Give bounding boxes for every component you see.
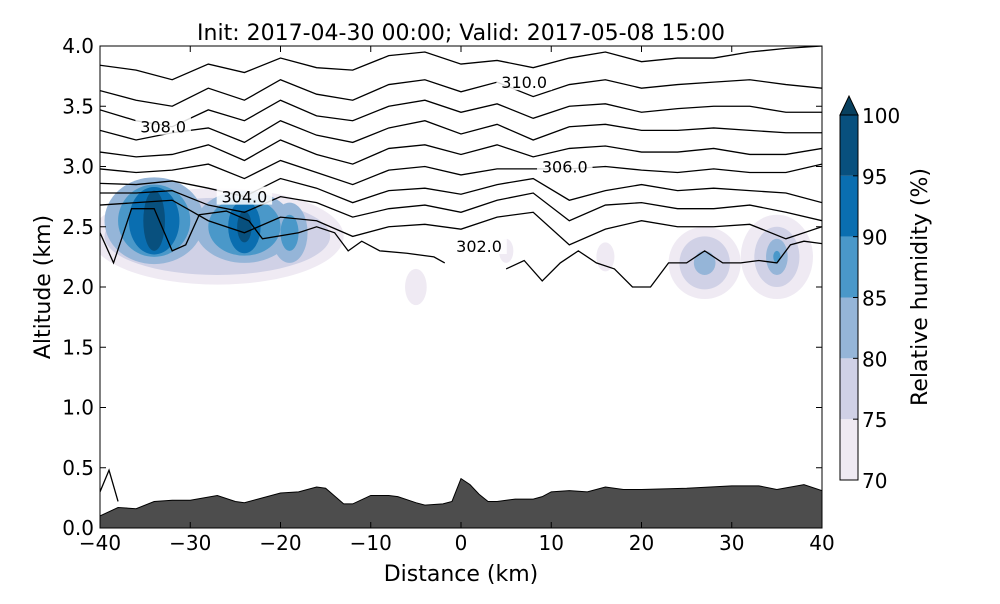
y-axis-ticks: 0.0 0.5 1.0 1.5 2.0 2.5 3.0 3.5 4.0 [62, 34, 822, 540]
rh-region-85 [280, 214, 299, 251]
terrain [100, 477, 822, 528]
y-tick-label: 2.5 [62, 215, 94, 239]
colorbar-segment-70 [840, 419, 858, 480]
contour-label-bg [135, 116, 191, 135]
y-axis-label: Altitude (km) [31, 215, 56, 359]
colorbar-tick-label: 85 [862, 287, 887, 311]
x-tick-label: 40 [809, 531, 834, 555]
y-tick-label: 0.0 [62, 516, 94, 540]
theta-contour-308 [100, 119, 822, 144]
colorbar-segment-75 [840, 358, 858, 420]
colorbar-tick-label: 75 [862, 408, 887, 432]
theta-contours: 310.0 308.0 306.0 304.0 302.0 [100, 46, 822, 502]
y-tick-label: 0.5 [62, 456, 94, 480]
theta-contour-303 [100, 199, 822, 246]
colorbar-tick-label: 100 [862, 104, 900, 128]
x-axis-label: Distance (km) [384, 562, 539, 587]
rh-region-80 [693, 250, 716, 275]
theta-contour-311 [100, 46, 822, 81]
y-tick-label: 1.5 [62, 335, 94, 359]
rh-region-70 [405, 268, 427, 306]
theta-contour-310 [100, 79, 822, 107]
x-tick-label: 30 [719, 531, 744, 555]
theta-contour-309 [100, 99, 822, 128]
colorbar-tick-label: 70 [862, 469, 887, 493]
x-tick-label: −40 [79, 531, 121, 555]
y-tick-label: 3.5 [62, 94, 94, 118]
theta-contour-307 [100, 139, 822, 165]
x-tick-label: 0 [455, 531, 468, 555]
colorbar-segment-85 [840, 236, 858, 298]
y-tick-label: 2.0 [62, 275, 94, 299]
x-tick-label: −20 [259, 531, 301, 555]
rh-region-95 [143, 190, 165, 251]
y-tick-label: 1.0 [62, 396, 94, 420]
contour-label: 304.0 [221, 188, 267, 207]
rh-region-95 [237, 211, 252, 243]
rh-region-70 [596, 242, 615, 272]
colorbar-segment-80 [840, 297, 858, 359]
contour-label-bg [451, 236, 507, 255]
colorbar-tick-label: 80 [862, 347, 887, 371]
x-tick-label: 10 [539, 531, 564, 555]
colorbar-segment-90 [840, 175, 858, 237]
y-tick-label: 3.0 [62, 155, 94, 179]
colorbar: 70 75 80 85 90 95 100 [839, 94, 900, 493]
contour-label-bg [216, 186, 273, 205]
colorbar-label: Relative humidity (%) [908, 168, 933, 406]
contour-label: 306.0 [542, 158, 588, 177]
theta-contour-302 [505, 240, 822, 288]
theta-contour-306 [100, 159, 822, 186]
contour-label-bg [496, 72, 552, 91]
x-tick-label: −10 [350, 531, 392, 555]
x-axis-ticks: −40 −30 −20 −10 0 10 20 30 40 [79, 46, 835, 555]
contour-label: 308.0 [140, 118, 186, 137]
contour-label: 302.0 [456, 237, 502, 256]
terrain-profile [100, 477, 822, 528]
x-tick-label: 20 [629, 531, 654, 555]
contour-label-bg [537, 156, 593, 175]
theta-contour-304 [100, 189, 822, 222]
chart-title: Init: 2017-04-30 00:00; Valid: 2017-05-0… [197, 21, 725, 46]
rh-filled-contours [100, 177, 813, 306]
x-tick-label: −30 [169, 531, 211, 555]
colorbar-tick-label: 90 [862, 226, 887, 250]
colorbar-segment-95 [840, 115, 858, 176]
theta-contour-302 [100, 208, 446, 265]
contour-label: 310.0 [501, 73, 547, 92]
colorbar-extend-triangle [839, 94, 859, 116]
theta-contour-302 [100, 468, 119, 502]
y-tick-label: 4.0 [62, 34, 94, 58]
rh-region-85 [773, 250, 781, 263]
colorbar-tick-label: 95 [862, 165, 887, 189]
